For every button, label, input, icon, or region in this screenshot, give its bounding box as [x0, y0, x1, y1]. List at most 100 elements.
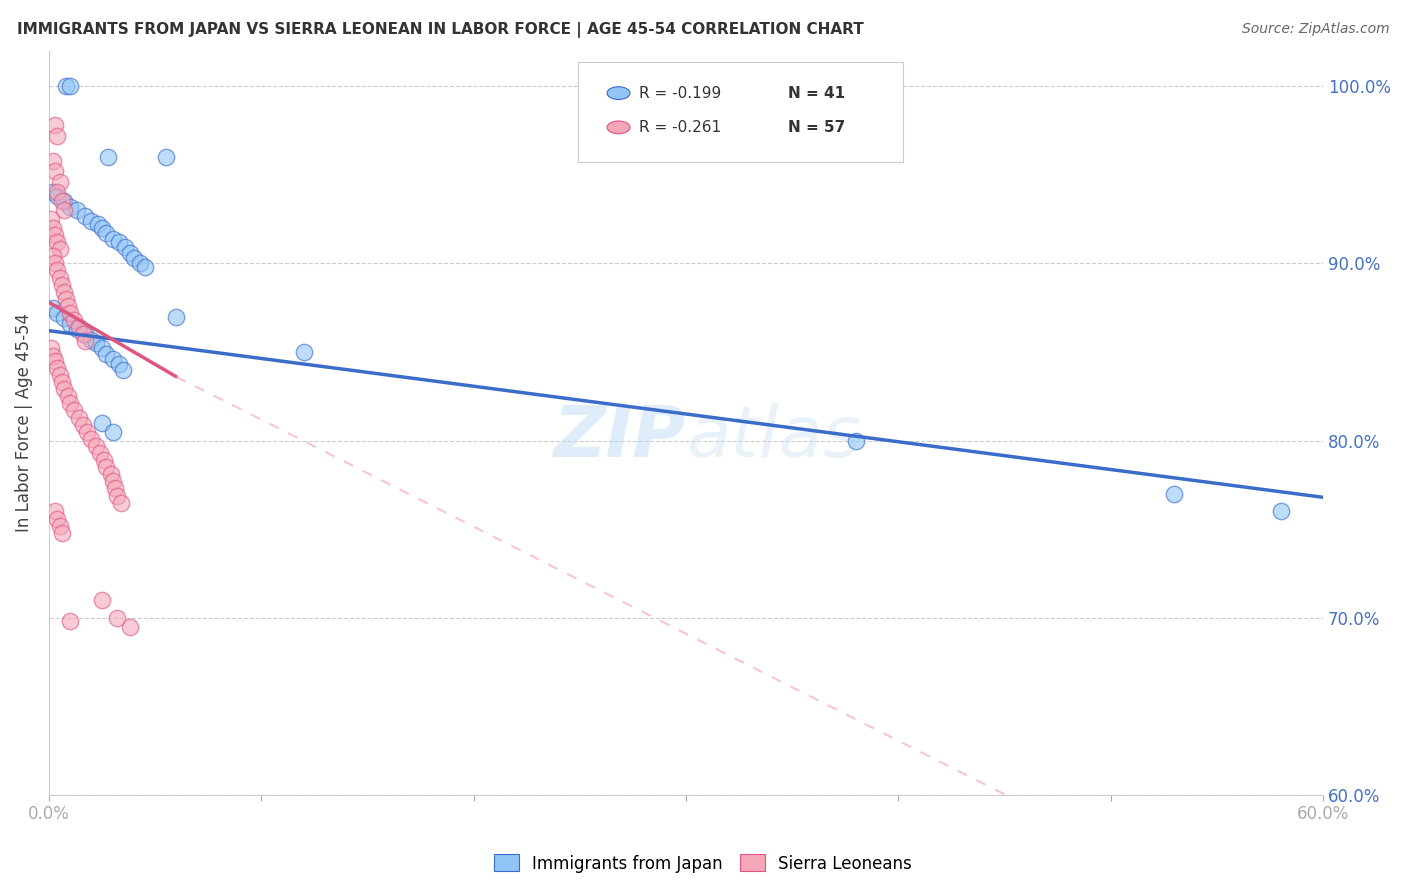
Point — [155, 150, 177, 164]
Point — [84, 439, 107, 453]
Point — [46, 186, 69, 200]
Point — [165, 310, 187, 324]
Point — [52, 203, 75, 218]
Point — [55, 79, 77, 94]
Point — [101, 425, 124, 439]
Point — [91, 593, 114, 607]
Ellipse shape — [607, 87, 630, 100]
Point — [129, 256, 152, 270]
Point — [42, 221, 65, 235]
Point — [51, 194, 73, 209]
Point — [56, 389, 79, 403]
Point — [48, 368, 70, 382]
Point — [97, 150, 120, 164]
Point — [51, 277, 73, 292]
Point — [105, 611, 128, 625]
Text: N = 41: N = 41 — [787, 86, 845, 101]
Point — [80, 214, 103, 228]
Point — [42, 301, 65, 315]
Point — [42, 349, 65, 363]
Point — [51, 525, 73, 540]
Point — [48, 518, 70, 533]
Point — [48, 270, 70, 285]
Point — [84, 336, 107, 351]
Point — [42, 186, 65, 200]
Point — [59, 396, 82, 410]
Point — [75, 334, 97, 349]
Point — [114, 240, 136, 254]
Point — [39, 342, 62, 356]
Point — [46, 511, 69, 525]
Point — [46, 128, 69, 143]
Point — [91, 342, 114, 356]
Point — [42, 249, 65, 263]
Point — [65, 203, 87, 218]
Point — [48, 242, 70, 256]
Point — [134, 260, 156, 274]
Point — [93, 453, 115, 467]
Text: R = -0.199: R = -0.199 — [638, 86, 721, 101]
Point — [52, 382, 75, 396]
Point — [122, 251, 145, 265]
Point — [1163, 487, 1185, 501]
FancyBboxPatch shape — [578, 62, 903, 162]
Point — [44, 504, 66, 518]
Point — [63, 313, 86, 327]
Point — [76, 425, 98, 439]
Point — [46, 263, 69, 277]
Point — [101, 352, 124, 367]
Point — [104, 482, 127, 496]
Point — [65, 322, 87, 336]
Point — [59, 79, 82, 94]
Point — [87, 218, 110, 232]
Point — [52, 194, 75, 209]
Point — [46, 306, 69, 320]
Point — [101, 475, 124, 489]
Text: R = -0.261: R = -0.261 — [638, 120, 721, 135]
Point — [72, 327, 94, 342]
Point — [39, 212, 62, 227]
Point — [89, 446, 111, 460]
Point — [91, 221, 114, 235]
Point — [96, 347, 118, 361]
Point — [108, 358, 131, 372]
Point — [91, 416, 114, 430]
Point — [96, 460, 118, 475]
Point — [100, 467, 122, 482]
Point — [845, 434, 868, 448]
Point — [51, 375, 73, 389]
Point — [72, 417, 94, 432]
Legend: Immigrants from Japan, Sierra Leoneans: Immigrants from Japan, Sierra Leoneans — [488, 847, 918, 880]
Point — [44, 354, 66, 368]
Point — [46, 360, 69, 375]
Point — [108, 235, 131, 249]
Text: atlas: atlas — [686, 403, 860, 472]
Text: N = 57: N = 57 — [787, 120, 845, 135]
Ellipse shape — [607, 121, 630, 134]
Point — [67, 410, 90, 425]
Point — [44, 118, 66, 132]
Point — [59, 306, 82, 320]
Y-axis label: In Labor Force | Age 45-54: In Labor Force | Age 45-54 — [15, 313, 32, 533]
Point — [44, 256, 66, 270]
Point — [59, 200, 82, 214]
Point — [292, 345, 315, 359]
Point — [46, 235, 69, 249]
Text: ZIP: ZIP — [554, 403, 686, 472]
Point — [80, 432, 103, 446]
Point — [67, 320, 90, 334]
Point — [42, 153, 65, 168]
Point — [1270, 504, 1292, 518]
Point — [59, 317, 82, 331]
Point — [52, 311, 75, 326]
Point — [44, 227, 66, 242]
Point — [96, 226, 118, 240]
Point — [101, 231, 124, 245]
Point — [48, 175, 70, 189]
Text: Source: ZipAtlas.com: Source: ZipAtlas.com — [1241, 22, 1389, 37]
Point — [75, 327, 97, 342]
Point — [80, 333, 103, 347]
Point — [118, 245, 141, 260]
Point — [56, 299, 79, 313]
Point — [59, 615, 82, 629]
